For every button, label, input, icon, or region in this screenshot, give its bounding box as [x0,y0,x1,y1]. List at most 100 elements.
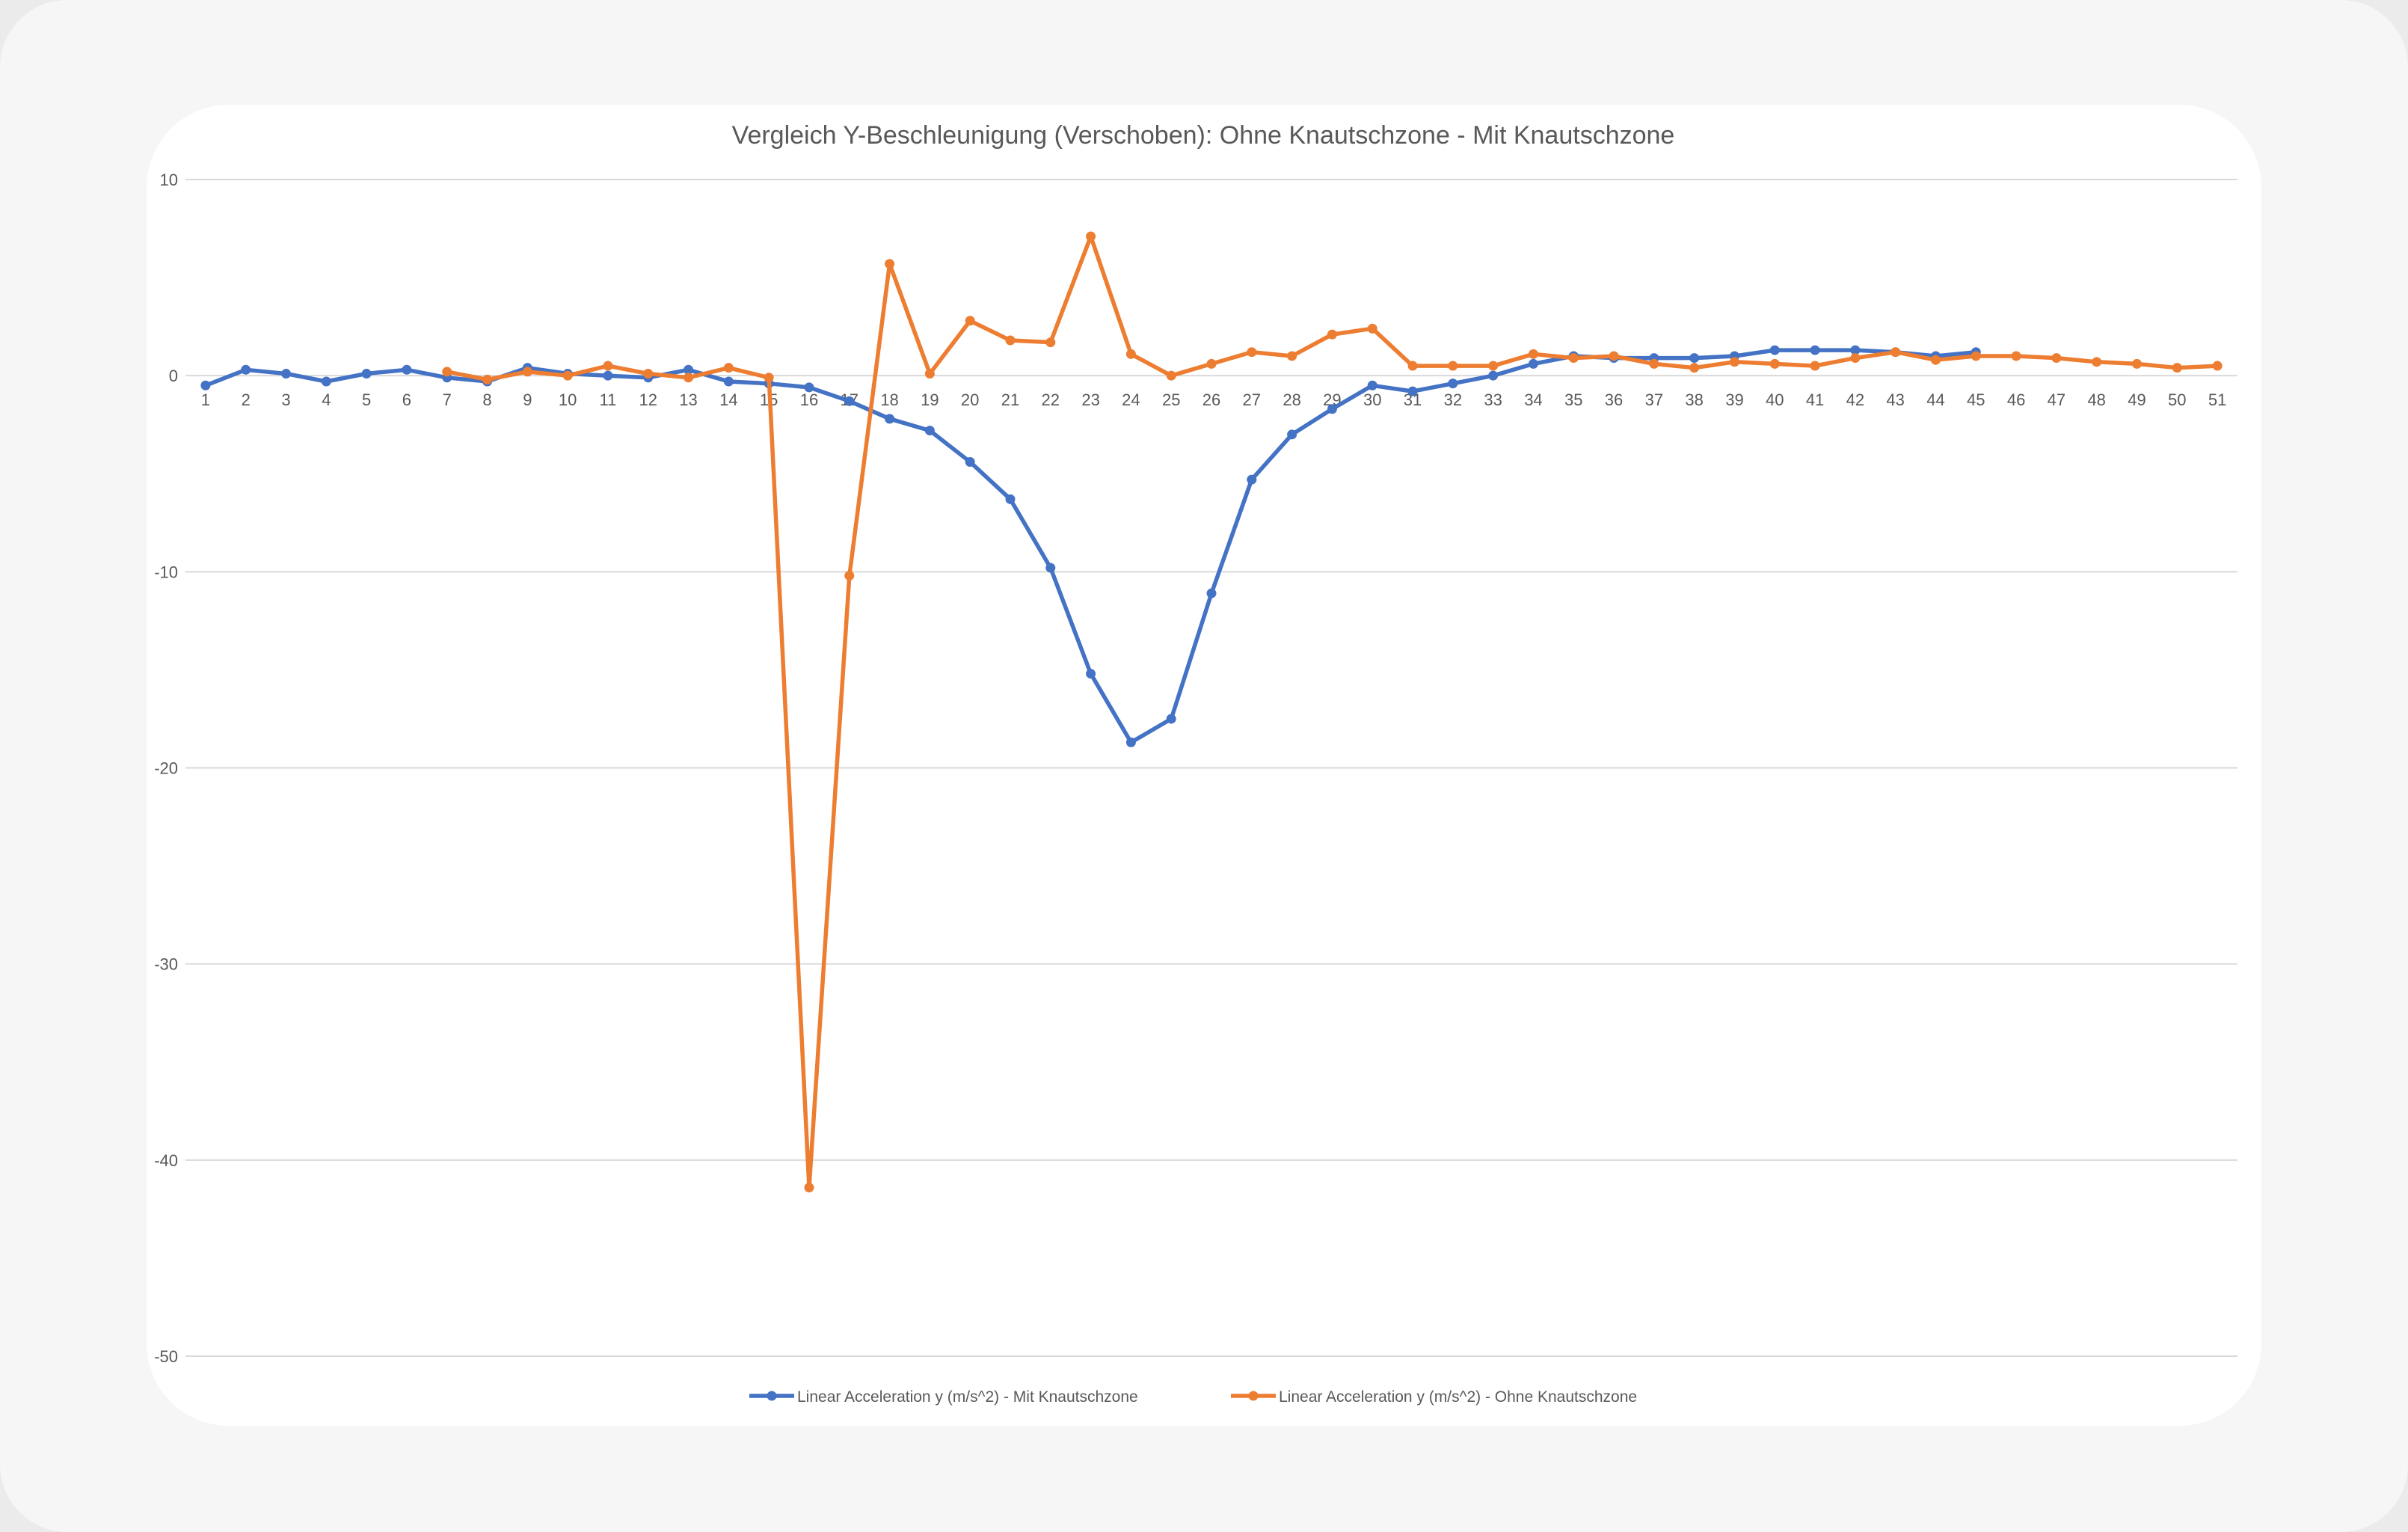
legend-label: Linear Acceleration y (m/s^2) - Mit Knau… [797,1388,1138,1406]
data-point [2172,363,2182,373]
data-point [885,414,895,424]
data-point [1367,380,1377,390]
data-point [965,316,975,326]
x-tick-label: 10 [559,390,577,409]
data-point [1247,347,1257,358]
x-tick-label: 12 [639,390,657,409]
x-tick-label: 41 [1806,390,1824,409]
data-point [1166,370,1176,381]
x-tick-label: 26 [1203,390,1220,409]
data-point [924,369,935,379]
data-point [1810,361,1820,371]
data-point [241,364,251,375]
data-point [1367,323,1377,334]
x-tick-label: 8 [482,390,491,409]
data-point [1206,588,1217,598]
x-tick-label: 46 [2007,390,2025,409]
data-point [1729,357,1739,367]
data-point [684,373,694,383]
data-point [723,376,734,387]
legend: Linear Acceleration y (m/s^2) - Mit Knau… [749,1388,1637,1406]
data-point [442,367,452,377]
data-point [361,369,372,379]
data-point [1609,351,1619,361]
data-point [1045,563,1056,573]
data-point [1166,714,1176,724]
x-tick-label: 50 [2168,390,2186,409]
x-axis-tick-labels: 1234567891011121314151617181920212223242… [201,390,2227,409]
data-point [281,369,292,379]
y-tick-label: -50 [154,1347,178,1366]
legend-label: Linear Acceleration y (m/s^2) - Ohne Kna… [1279,1388,1637,1406]
x-tick-label: 13 [679,390,697,409]
data-point [1125,737,1136,747]
x-tick-label: 34 [1524,390,1542,409]
x-tick-label: 33 [1484,390,1502,409]
data-point [482,374,493,384]
data-point [804,382,814,393]
data-point [723,363,734,373]
x-tick-label: 4 [322,390,331,409]
data-point [1125,349,1136,359]
data-point [1488,370,1499,381]
data-point [1206,358,1217,369]
data-point [1568,353,1579,364]
data-point [1005,335,1016,346]
data-point [1448,361,1458,371]
x-tick-label: 23 [1081,390,1099,409]
data-point [1045,337,1056,348]
x-tick-label: 9 [523,390,532,409]
x-tick-label: 45 [1967,390,1985,409]
x-tick-label: 22 [1042,390,1060,409]
data-point [804,1183,814,1193]
data-point [1005,494,1016,504]
legend-marker [1248,1391,1259,1401]
data-point [1327,404,1337,414]
x-tick-label: 48 [2087,390,2105,409]
data-point [1488,361,1499,371]
data-point [1689,363,1700,373]
data-point [1407,386,1418,396]
data-point [2051,353,2062,364]
data-point [1649,358,1659,369]
data-point [924,426,935,436]
data-point [1086,669,1096,679]
x-tick-label: 7 [443,390,452,409]
y-tick-label: -20 [154,759,178,778]
data-point [1086,231,1096,242]
x-tick-label: 49 [2128,390,2146,409]
data-point [643,369,654,379]
x-tick-label: 28 [1283,390,1300,409]
data-point [1528,349,1538,359]
x-tick-label: 38 [1685,390,1703,409]
data-point [764,373,774,383]
data-point [562,370,573,381]
x-tick-label: 51 [2208,390,2226,409]
data-point [844,571,855,581]
x-tick-label: 20 [961,390,979,409]
x-tick-label: 40 [1766,390,1784,409]
x-tick-label: 14 [719,390,737,409]
x-tick-label: 39 [1725,390,1743,409]
data-point [522,367,532,377]
data-point [2092,357,2102,367]
chart-card: Vergleich Y-Beschleunigung (Verschoben):… [147,105,2261,1426]
data-point [1930,355,1941,365]
data-point [2131,358,2142,369]
legend-marker [767,1391,777,1401]
y-axis-tick-labels: 10 0 -10 -20 -30 -40 -50 [154,171,178,1366]
data-point [1850,353,1861,364]
data-point [1528,358,1538,369]
x-tick-label: 1 [201,390,210,409]
y-tick-label: 10 [160,171,178,189]
x-tick-label: 5 [362,390,371,409]
x-tick-label: 30 [1363,390,1381,409]
data-point [1891,347,1901,358]
y-tick-label: 0 [169,367,178,385]
series-layer [200,231,2223,1193]
y-tick-label: -10 [154,563,178,581]
y-tick-label: -30 [154,955,178,974]
x-tick-label: 2 [242,390,251,409]
data-point [1769,358,1780,369]
x-tick-label: 24 [1122,390,1140,409]
